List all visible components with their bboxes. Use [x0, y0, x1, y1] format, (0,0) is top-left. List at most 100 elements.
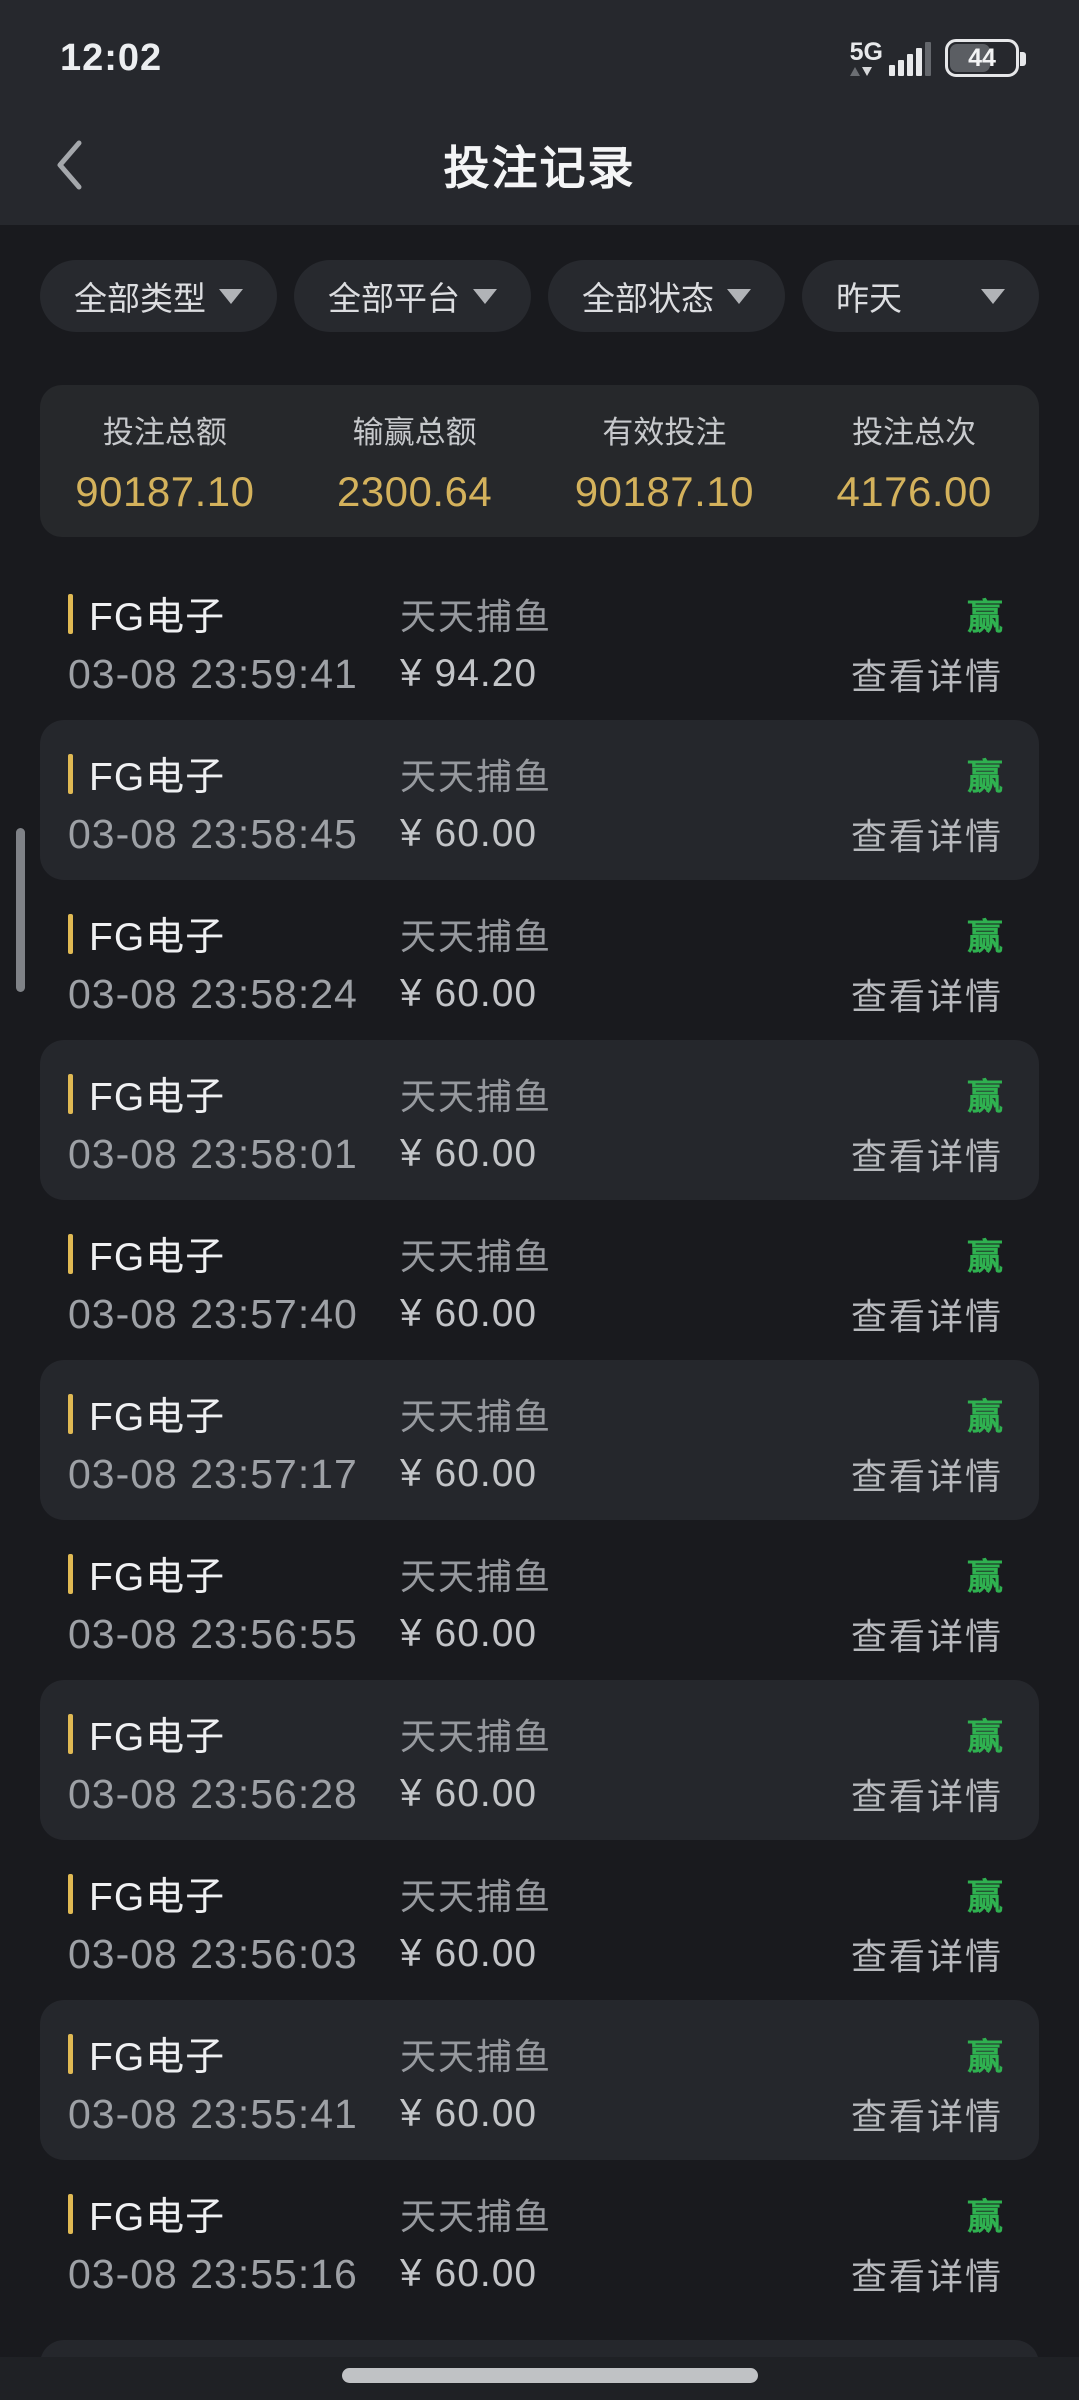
- bet-time: 03-08 23:56:28: [68, 1770, 358, 1817]
- view-details-link[interactable]: 查看详情: [850, 976, 1003, 1017]
- back-button[interactable]: [52, 137, 112, 193]
- chevron-down-icon: [473, 288, 497, 304]
- network-type-label: 5G: [849, 38, 883, 66]
- provider-accent-bar: [68, 1554, 73, 1594]
- game-name: 天天捕鱼: [400, 916, 553, 957]
- view-details-link[interactable]: 查看详情: [850, 1616, 1003, 1657]
- bet-amount: ¥ 60.00: [400, 1932, 538, 1975]
- clock-text: 12:02: [60, 36, 163, 79]
- stat-label: 投注总额: [102, 414, 227, 450]
- status-badge: 赢: [966, 756, 1003, 797]
- battery-icon: 44: [945, 39, 1026, 77]
- scrollbar-thumb[interactable]: [16, 828, 25, 992]
- battery-percent-text: 44: [968, 43, 996, 72]
- status-badge: 赢: [966, 2036, 1003, 2077]
- game-name: 天天捕鱼: [400, 2196, 553, 2237]
- bet-record-list: FG电子 03-08 23:59:41 天天捕鱼 ¥ 94.20 赢 查看详情 …: [0, 560, 1079, 2320]
- page-title: 投注记录: [443, 142, 636, 194]
- upload-arrow-icon: [849, 67, 860, 76]
- bet-time: 03-08 23:57:40: [68, 1290, 358, 1337]
- stat-value: 90187.10: [75, 467, 255, 515]
- view-details-link[interactable]: 查看详情: [850, 816, 1003, 857]
- game-name: 天天捕鱼: [400, 1556, 553, 1597]
- stat-value: 90187.10: [574, 467, 754, 515]
- view-details-link[interactable]: 查看详情: [850, 2256, 1003, 2297]
- provider-accent-bar: [68, 754, 73, 794]
- filter-status-dropdown[interactable]: 全部状态: [548, 260, 785, 332]
- view-details-link[interactable]: 查看详情: [850, 1296, 1003, 1337]
- bet-amount: ¥ 60.00: [400, 2092, 538, 2135]
- filter-type-label: 全部类型: [74, 280, 206, 317]
- bet-time: 03-08 23:58:24: [68, 970, 358, 1017]
- provider-name: FG电子: [89, 1076, 226, 1119]
- bet-record-row: FG电子 03-08 23:58:01 天天捕鱼 ¥ 60.00 赢 查看详情: [40, 1040, 1039, 1200]
- app-top-bar: 12:02 5G 44: [0, 0, 1079, 225]
- game-name: 天天捕鱼: [400, 756, 553, 797]
- filter-date-dropdown[interactable]: 昨天: [802, 260, 1039, 332]
- stat-label: 输赢总额: [352, 414, 477, 450]
- home-indicator-handle[interactable]: [342, 2368, 758, 2383]
- provider-name: FG电子: [89, 1236, 226, 1279]
- stat-value: 4176.00: [836, 467, 992, 515]
- game-name: 天天捕鱼: [400, 1236, 553, 1277]
- bet-record-row: FG电子 03-08 23:56:55 天天捕鱼 ¥ 60.00 赢 查看详情: [0, 1520, 1079, 1680]
- bet-amount: ¥ 94.20: [400, 652, 538, 695]
- status-badge: 赢: [966, 1716, 1003, 1757]
- provider-name: FG电子: [89, 2196, 226, 2239]
- bet-amount: ¥ 60.00: [400, 1452, 538, 1495]
- filter-type-dropdown[interactable]: 全部类型: [40, 260, 277, 332]
- view-details-link[interactable]: 查看详情: [850, 1776, 1003, 1817]
- provider-name: FG电子: [89, 1876, 226, 1919]
- signal-bars-icon: [889, 42, 931, 76]
- game-name: 天天捕鱼: [400, 1716, 553, 1757]
- provider-name: FG电子: [89, 916, 226, 959]
- view-details-link[interactable]: 查看详情: [850, 1936, 1003, 1977]
- filter-date-label: 昨天: [836, 280, 902, 317]
- bet-time: 03-08 23:55:41: [68, 2090, 358, 2137]
- provider-name: FG电子: [89, 1396, 226, 1439]
- stat-label: 有效投注: [602, 414, 727, 450]
- download-arrow-icon: [861, 67, 872, 76]
- bet-record-row: FG电子 03-08 23:59:41 天天捕鱼 ¥ 94.20 赢 查看详情: [0, 560, 1079, 720]
- bet-time: 03-08 23:57:17: [68, 1450, 358, 1497]
- view-details-link[interactable]: 查看详情: [850, 1456, 1003, 1497]
- filter-status-label: 全部状态: [582, 280, 714, 317]
- bet-time: 03-08 23:58:45: [68, 810, 358, 857]
- status-badge: 赢: [966, 1236, 1003, 1277]
- view-details-link[interactable]: 查看详情: [850, 1136, 1003, 1177]
- game-name: 天天捕鱼: [400, 1876, 553, 1917]
- network-signal-icon: 5G: [849, 38, 931, 76]
- provider-accent-bar: [68, 1874, 73, 1914]
- provider-accent-bar: [68, 594, 73, 634]
- status-badge: 赢: [966, 596, 1003, 637]
- bet-time: 03-08 23:56:03: [68, 1930, 358, 1977]
- battery-nub: [1020, 52, 1026, 66]
- game-name: 天天捕鱼: [400, 596, 553, 637]
- chevron-down-icon: [219, 288, 243, 304]
- game-name: 天天捕鱼: [400, 1396, 553, 1437]
- provider-accent-bar: [68, 1394, 73, 1434]
- filter-platform-dropdown[interactable]: 全部平台: [294, 260, 531, 332]
- stat-total-bet: 投注总额 90187.10: [40, 407, 290, 516]
- bet-time: 03-08 23:55:16: [68, 2250, 358, 2297]
- status-badge: 赢: [966, 916, 1003, 957]
- game-name: 天天捕鱼: [400, 1076, 553, 1117]
- bet-amount: ¥ 60.00: [400, 972, 538, 1015]
- bet-time: 03-08 23:58:01: [68, 1130, 358, 1177]
- status-badge: 赢: [966, 1076, 1003, 1117]
- provider-name: FG电子: [89, 596, 226, 639]
- provider-name: FG电子: [89, 1556, 226, 1599]
- view-details-link[interactable]: 查看详情: [850, 2096, 1003, 2137]
- bet-record-row: FG电子 03-08 23:57:17 天天捕鱼 ¥ 60.00 赢 查看详情: [40, 1360, 1039, 1520]
- bet-record-row: FG电子 03-08 23:56:28 天天捕鱼 ¥ 60.00 赢 查看详情: [40, 1680, 1039, 1840]
- status-badge: 赢: [966, 1876, 1003, 1917]
- stat-value: 2300.64: [336, 467, 493, 515]
- chevron-down-icon: [727, 288, 751, 304]
- summary-card: 投注总额 90187.10 输赢总额 2300.64 有效投注 90187.10…: [40, 385, 1039, 537]
- provider-accent-bar: [68, 2194, 73, 2234]
- bet-amount: ¥ 60.00: [400, 1772, 538, 1815]
- provider-name: FG电子: [89, 756, 226, 799]
- provider-name: FG电子: [89, 1716, 226, 1759]
- provider-accent-bar: [68, 1234, 73, 1274]
- view-details-link[interactable]: 查看详情: [850, 656, 1003, 697]
